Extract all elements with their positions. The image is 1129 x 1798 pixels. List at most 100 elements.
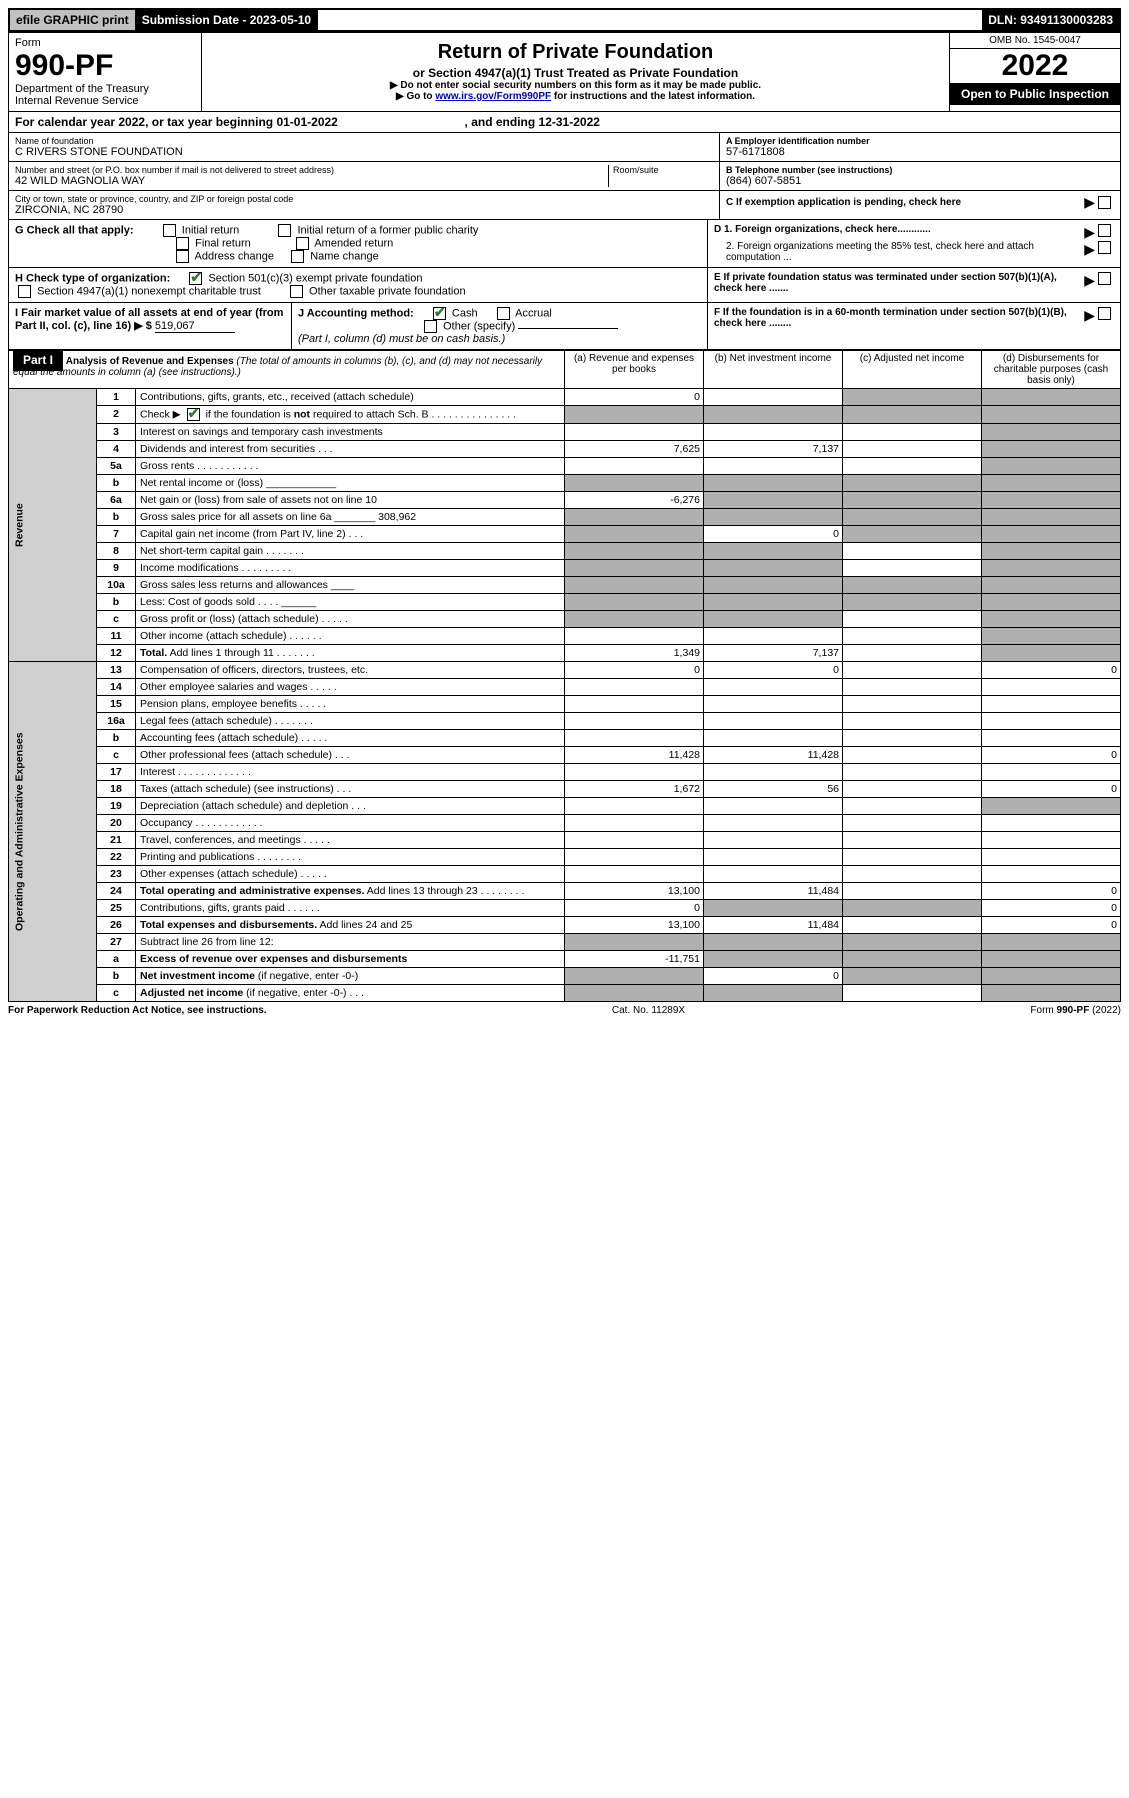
table-row: 14Other employee salaries and wages . . … xyxy=(9,679,1121,696)
address-label: Number and street (or P.O. box number if… xyxy=(15,165,608,175)
final-return-checkbox[interactable] xyxy=(176,237,189,250)
col-b-header: (b) Net investment income xyxy=(704,351,843,389)
arrow-icon: ▶ xyxy=(1084,272,1095,298)
room-suite-label: Room/suite xyxy=(613,165,713,175)
table-row: 22Printing and publications . . . . . . … xyxy=(9,849,1121,866)
cat-no: Cat. No. 11289X xyxy=(612,1005,685,1016)
501c3-checkbox[interactable] xyxy=(189,272,202,285)
table-row: 8Net short-term capital gain . . . . . .… xyxy=(9,543,1121,560)
j-label: J Accounting method: xyxy=(298,307,414,319)
accrual-checkbox[interactable] xyxy=(497,307,510,320)
page-footer: For Paperwork Reduction Act Notice, see … xyxy=(8,1002,1121,1016)
ein-label: A Employer identification number xyxy=(726,136,1114,146)
table-row: 20Occupancy . . . . . . . . . . . . xyxy=(9,815,1121,832)
table-row: 24Total operating and administrative exp… xyxy=(9,883,1121,900)
h-e-row: H Check type of organization: Section 50… xyxy=(8,268,1121,303)
table-row: cAdjusted net income (if negative, enter… xyxy=(9,985,1121,1002)
table-row: 19Depreciation (attach schedule) and dep… xyxy=(9,798,1121,815)
table-row: bNet investment income (if negative, ent… xyxy=(9,968,1121,985)
city-label: City or town, state or province, country… xyxy=(15,194,713,204)
col-d-header: (d) Disbursements for charitable purpose… xyxy=(982,351,1121,389)
initial-return-checkbox[interactable] xyxy=(163,224,176,237)
omb-number: OMB No. 1545-0047 xyxy=(950,33,1120,49)
cash-checkbox[interactable] xyxy=(433,307,446,320)
entity-block: Name of foundation C RIVERS STONE FOUNDA… xyxy=(8,133,1121,220)
form-title: Return of Private Foundation xyxy=(208,41,943,64)
exemption-pending-checkbox[interactable] xyxy=(1098,196,1111,209)
open-public-badge: Open to Public Inspection xyxy=(950,83,1120,105)
table-row: 25Contributions, gifts, grants paid . . … xyxy=(9,900,1121,917)
amended-return-checkbox[interactable] xyxy=(296,237,309,250)
table-row: Operating and Administrative Expenses13C… xyxy=(9,662,1121,679)
part1-table: Part I Analysis of Revenue and Expenses … xyxy=(8,350,1121,1002)
i-j-f-row: I Fair market value of all assets at end… xyxy=(8,303,1121,350)
schb-checkbox[interactable] xyxy=(187,408,200,421)
tel-label: B Telephone number (see instructions) xyxy=(726,165,1114,175)
other-checkbox[interactable] xyxy=(424,320,437,333)
ssn-note: ▶ Do not enter social security numbers o… xyxy=(208,80,943,91)
table-row: 5aGross rents . . . . . . . . . . . xyxy=(9,458,1121,475)
table-row: 21Travel, conferences, and meetings . . … xyxy=(9,832,1121,849)
table-row: 4Dividends and interest from securities … xyxy=(9,441,1121,458)
arrow-icon: ▶ xyxy=(1084,224,1095,241)
table-row: 11Other income (attach schedule) . . . .… xyxy=(9,628,1121,645)
ein: 57-6171808 xyxy=(726,146,1114,158)
i-label: I Fair market value of all assets at end… xyxy=(15,307,283,332)
goto-note: ▶ Go to www.irs.gov/Form990PF for instru… xyxy=(208,91,943,102)
e-checkbox[interactable] xyxy=(1098,272,1111,285)
expenses-side-label: Operating and Administrative Expenses xyxy=(9,662,97,1002)
initial-former-checkbox[interactable] xyxy=(278,224,291,237)
table-row: 9Income modifications . . . . . . . . . xyxy=(9,560,1121,577)
e-label: E If private foundation status was termi… xyxy=(714,272,1084,298)
exemption-pending-label: C If exemption application is pending, c… xyxy=(726,197,961,208)
form-number: 990-PF xyxy=(15,49,195,83)
calendar-year-row: For calendar year 2022, or tax year begi… xyxy=(8,112,1121,133)
arrow-icon: ▶ xyxy=(1084,241,1095,263)
tax-year: 2022 xyxy=(950,49,1120,83)
treasury-dept: Department of the Treasury xyxy=(15,83,195,95)
f-label: F If the foundation is in a 60-month ter… xyxy=(714,307,1084,345)
table-row: 16aLegal fees (attach schedule) . . . . … xyxy=(9,713,1121,730)
table-row: bNet rental income or (loss) ___________… xyxy=(9,475,1121,492)
d2-checkbox[interactable] xyxy=(1098,241,1111,254)
table-row: Revenue1Contributions, gifts, grants, et… xyxy=(9,389,1121,406)
d2-label: 2. Foreign organizations meeting the 85%… xyxy=(714,241,1084,263)
paperwork-notice: For Paperwork Reduction Act Notice, see … xyxy=(8,1005,267,1016)
table-row: 6aNet gain or (loss) from sale of assets… xyxy=(9,492,1121,509)
table-row: 18Taxes (attach schedule) (see instructi… xyxy=(9,781,1121,798)
telephone: (864) 607-5851 xyxy=(726,175,1114,187)
address-change-checkbox[interactable] xyxy=(176,250,189,263)
table-row: 26Total expenses and disbursements. Add … xyxy=(9,917,1121,934)
address: 42 WILD MAGNOLIA WAY xyxy=(15,175,608,187)
col-a-header: (a) Revenue and expenses per books xyxy=(565,351,704,389)
form-subtitle: or Section 4947(a)(1) Trust Treated as P… xyxy=(208,66,943,80)
table-row: cGross profit or (loss) (attach schedule… xyxy=(9,611,1121,628)
top-bar: efile GRAPHIC print Submission Date - 20… xyxy=(8,8,1121,32)
part1-title: Analysis of Revenue and Expenses xyxy=(66,356,234,367)
graphic-print-button[interactable]: efile GRAPHIC print xyxy=(10,10,136,30)
d1-checkbox[interactable] xyxy=(1098,224,1111,237)
arrow-icon: ▶ xyxy=(1084,194,1095,211)
form-label: Form xyxy=(15,37,195,49)
table-row: 17Interest . . . . . . . . . . . . . xyxy=(9,764,1121,781)
name-change-checkbox[interactable] xyxy=(291,250,304,263)
f-checkbox[interactable] xyxy=(1098,307,1111,320)
irs-label: Internal Revenue Service xyxy=(15,95,195,107)
table-row: aExcess of revenue over expenses and dis… xyxy=(9,951,1121,968)
table-row: 12Total. Add lines 1 through 11 . . . . … xyxy=(9,645,1121,662)
form-ref: Form 990-PF (2022) xyxy=(1030,1005,1121,1016)
4947-checkbox[interactable] xyxy=(18,285,31,298)
table-row: bAccounting fees (attach schedule) . . .… xyxy=(9,730,1121,747)
other-taxable-checkbox[interactable] xyxy=(290,285,303,298)
d1-label: D 1. Foreign organizations, check here..… xyxy=(714,224,1084,241)
table-row: 23Other expenses (attach schedule) . . .… xyxy=(9,866,1121,883)
city: ZIRCONIA, NC 28790 xyxy=(15,204,713,216)
h-label: H Check type of organization: xyxy=(15,272,170,284)
table-row: cOther professional fees (attach schedul… xyxy=(9,747,1121,764)
table-row: 3Interest on savings and temporary cash … xyxy=(9,424,1121,441)
revenue-side-label: Revenue xyxy=(9,389,97,662)
table-row: bLess: Cost of goods sold . . . . ______ xyxy=(9,594,1121,611)
table-row: 10aGross sales less returns and allowanc… xyxy=(9,577,1121,594)
g-d-row: G Check all that apply: Initial return I… xyxy=(8,220,1121,268)
form990pf-link[interactable]: www.irs.gov/Form990PF xyxy=(435,91,551,102)
